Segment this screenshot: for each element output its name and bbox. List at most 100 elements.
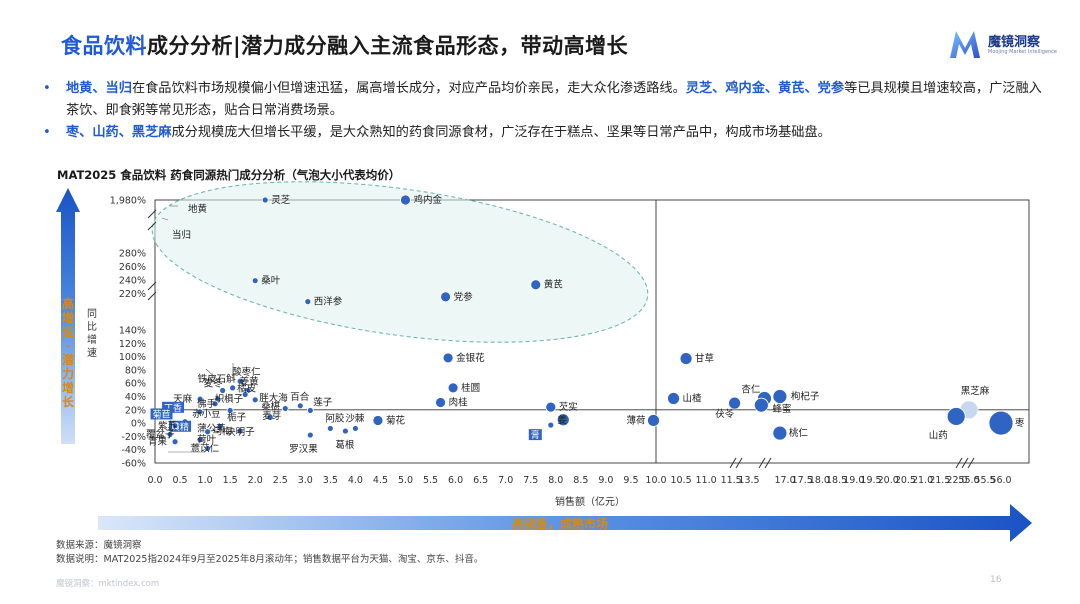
label-赤小豆: 赤小豆 [192,409,221,420]
x-tick-label: 8.0 [548,475,563,486]
bubble-麦冬 [219,387,227,394]
bubble-灵芝 [261,196,269,204]
y-arrow [56,188,80,444]
brand-logo: 魔镜洞察 Moojing Market Intelligence [948,28,1058,62]
label-覆盆子: 覆盆子 [146,428,175,440]
y-arrow-char: 增 [62,380,74,395]
x-tick-label: 5.0 [398,475,413,486]
bubble-山楂 [667,392,680,405]
page-title: 食品饮料成分分析|潜力成分融入主流食品形态，带动高增长 [61,34,629,58]
label-罗汉果: 罗汉果 [289,444,318,455]
label-枳椇子: 枳椇子 [215,393,244,405]
x-tick-label: 0.0 [147,475,162,486]
label-葛根: 葛根 [335,439,355,451]
x-tick-label: 8.5 [573,475,588,486]
x-tick-label: 19.0 [843,475,864,486]
y-arrow-char: · [66,339,71,353]
label-紫苏: 紫苏 [158,420,178,432]
x-axis-break [967,457,975,469]
x-arrow [98,504,1032,542]
logo-m-icon [950,31,980,58]
bubble-桑椹 [281,405,289,412]
y-tick-label: 100% [119,352,146,363]
label-黄芪: 黄芪 [544,279,564,291]
bubble-肉桂 [435,397,446,408]
bubble-膏 [547,421,555,429]
label-地黄: 地黄 [188,203,207,215]
label-党参: 党参 [454,291,474,303]
y-arrow-char: 速 [62,324,74,339]
bubble-百合 [296,402,304,410]
bubble-党参 [440,291,451,303]
bubble-栀子 [226,407,234,414]
label-黑芝麻: 黑芝麻 [961,385,990,397]
label-当归: 当归 [172,229,191,241]
x-tick-label: 10.0 [645,475,666,486]
label-桑椹: 桑椹 [261,401,281,412]
bubble-荷叶 [196,436,204,444]
bubble-蒲公英 [216,423,224,430]
label-蜂蜜: 蜂蜜 [772,403,791,415]
label-box-丁香 [162,401,185,413]
label-枣: 枣 [1015,418,1025,429]
label-杏仁: 杏仁 [741,383,761,395]
bubble-赤小豆 [196,408,204,416]
label-栀子: 栀子 [227,411,247,423]
y-tick-label: -20% [121,432,146,443]
y-axis-break [147,291,157,301]
bubble-金银花 [442,352,454,364]
y-tick-label: 1,980% [110,196,146,207]
x-tick-label: 18.5 [826,475,847,486]
bubble-薏苡仁 [204,444,212,452]
label-山药: 山药 [929,430,948,441]
y-axis-break [147,281,157,291]
x-tick-label: 1.5 [223,475,238,486]
y-tick-label: 140% [119,326,146,337]
bubble-天麻 [196,395,204,403]
y-tick-label: -40% [121,445,146,456]
label-leader-line [161,217,169,221]
label-莲子: 莲子 [313,396,333,408]
y-arrow-char: 潜 [62,352,75,367]
bubble-铁皮石斛 [229,384,237,392]
bubble-酸枣仁 [236,377,244,385]
label-桃仁: 桃仁 [789,427,809,439]
label-丁香: 丁香 [164,403,182,414]
label-芡实: 芡实 [559,401,578,413]
x-axis-break [729,457,737,469]
bubble-山药 [946,407,966,426]
bubble-覆盆子 [166,431,174,438]
footer-site: 魔镜洞察：mktindex.com [56,579,160,589]
plot-frame [154,199,1030,464]
x-tick-label: 1.0 [198,475,213,486]
label-阿胶: 阿胶 [325,412,345,424]
y-axis-title-char: 同 [87,308,97,320]
label-姜: 姜 [557,414,567,426]
y-tick-label: 20% [125,405,146,416]
x-axis-break [764,457,772,469]
bubble-茯苓 [728,396,741,410]
x-tick-label: 17.0 [774,475,795,486]
bubble-枸杞子 [772,389,788,404]
y-tick-label: 240% [119,276,146,287]
label-灵芝: 灵芝 [271,194,291,206]
x-tick-label: 13.5 [738,475,759,486]
summary-bullets: • 地黄、当归在食品饮料市场规模偏小但增速迅猛，属高增长成分，对应产品均价亲民，… [43,78,1043,144]
label-姜黄: 姜黄 [240,376,259,388]
x-tick-label: 10.5 [670,475,691,486]
x-tick-label: 2.0 [248,475,263,486]
x-tick-label: 7.0 [498,475,513,486]
label-菊苣: 菊苣 [153,408,171,420]
bubble-蜂蜜 [753,397,769,413]
bubble-麦芽 [266,413,274,421]
bubble-葛根 [341,427,349,435]
y-axis-title-char: 比 [87,321,97,333]
x-axis-break [758,457,766,469]
x-tick-label: 4.0 [348,475,363,486]
label-box-菊苣 [150,408,173,420]
bubble-佛手 [211,400,219,408]
x-tick-label: 6.5 [473,475,488,486]
label-枸杞子: 枸杞子 [791,391,820,403]
bubble-青果 [171,438,179,446]
